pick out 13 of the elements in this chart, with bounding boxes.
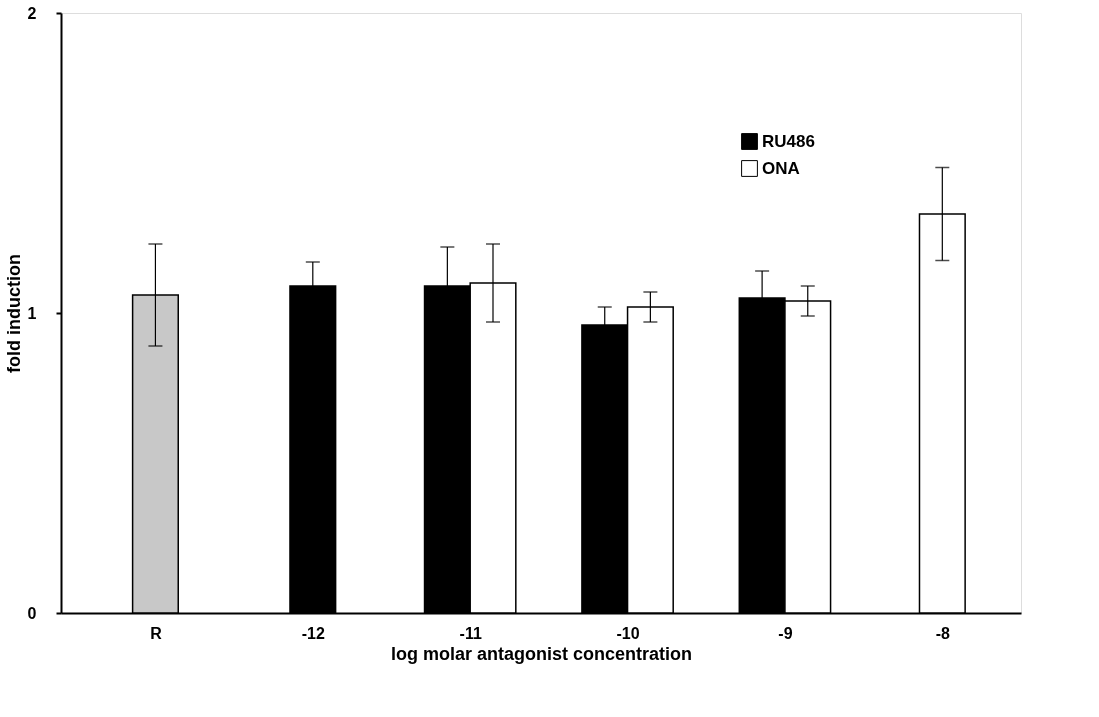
y-tick-label: 1 [27, 304, 37, 322]
x-tick-label: -8 [935, 624, 951, 642]
x-tick-label: -9 [778, 624, 793, 642]
legend-label: ONA [762, 158, 800, 178]
y-tick-label: 2 [27, 4, 37, 22]
x-tick-label: -12 [301, 624, 325, 642]
x-tick-label: R [150, 624, 163, 642]
legend-label: RU486 [762, 131, 815, 151]
y-tick-label: 0 [27, 604, 37, 622]
x-tick-label: -11 [459, 624, 482, 642]
y-axis-title: fold induction [3, 254, 24, 373]
x-axis-title: log molar antagonist concentration [390, 643, 693, 664]
x-tick-label: -10 [616, 624, 640, 642]
